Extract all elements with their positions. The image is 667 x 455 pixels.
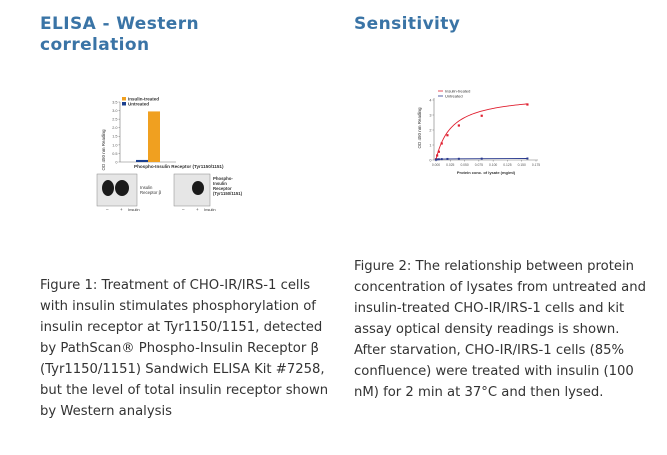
sensitivity-heading: Sensitivity [354,14,461,34]
line-y-tick-label: 2 [429,128,431,132]
untreated-point [457,157,460,160]
line-x-tick-label: 0.100 [489,163,497,167]
blot-band [192,181,204,195]
blot-label-phospho-1: Phospho- [213,176,233,181]
untreated-point [446,157,449,160]
legend-swatch-insulin [122,97,126,101]
line-x-tick-label: 0.025 [446,163,454,167]
legend-swatch-untreated [122,102,126,106]
line-y-tick-label: 3 [429,113,431,117]
elisa-western-heading: ELISA - Western correlation [40,14,199,55]
legend-untreated-label: Untreated [445,94,463,99]
western-blot-right [173,173,211,207]
blot-label-phospho-2: Insulin [213,181,227,186]
untreated-point [437,158,440,161]
untreated-point [480,157,483,160]
bar-y-axis-label: OD 450 nm Reading [101,129,106,171]
bar-insulin-treated [148,111,160,162]
elisa-bar-figure: OD 450 nm Reading 0 0.5 1.0 1.5 2.0 2.5 3.0 3.5… [96,96,243,212]
bar-y-tick-label: 0 [115,160,117,164]
insulin-treated-point [526,103,529,106]
blot-label-receptor-2: Receptor β [140,190,162,195]
legend-label-insulin: Insulin-treated [128,96,159,101]
bar-y-tick-label: 3.0 [112,109,117,113]
bar-y-tick-label: 0.5 [112,152,117,156]
line-y-tick-label: 1 [429,143,431,147]
line-x-tick-label: 0.075 [475,163,483,167]
bar-y-tick-label: 2.5 [112,118,117,122]
series-untreated-points [435,157,529,161]
blot-label-phospho-4: (Tyr1150/1151) [213,191,243,196]
line-x-tick-label: 0.125 [503,163,511,167]
lane-minus-left: – [106,207,109,212]
line-x-tick-label: 0.000 [432,163,440,167]
line-y-tick-label: 4 [429,98,431,102]
series-insulin-treated-line [435,103,528,160]
bar-y-ticks: 0 0.5 1.0 1.5 2.0 2.5 3.0 3.5 [112,100,120,164]
blot-label-phospho-3: Receptor [213,186,232,191]
untreated-point [526,157,529,160]
insulin-treated-point [446,134,449,137]
bar-y-tick-label: 1.5 [112,135,117,139]
line-x-ticks: 0.000 0.025 0.050 0.075 0.100 0.125 0.150 0.175 [432,160,540,167]
line-x-tick-label: 0.050 [460,163,468,167]
insulin-treated-point [480,114,483,117]
untreated-point [436,158,439,161]
insulin-treated-point [436,154,439,157]
line-x-tick-label: 0.150 [518,163,526,167]
bar-untreated [136,159,148,162]
blot-label-receptor: Insulin [140,185,153,190]
line-x-axis-label: Protein conc. of lysate (mg/ml) [457,170,516,175]
lane-minus-right: – [182,207,185,212]
untreated-point [440,158,443,161]
lane-plus-right: + [196,207,199,212]
lane-plus-left: + [120,207,123,212]
line-y-axis-label: OD 450 nm Reading [417,107,422,149]
insulin-treated-point [440,142,443,145]
line-x-tick-label: 0.175 [532,163,540,167]
bar-y-tick-label: 2.0 [112,126,117,130]
bar-x-axis-label: Phospho-Insulin Receptor (Tyr1150/1151) [134,164,224,169]
lane-label-right: Insulin [204,207,216,212]
line-y-ticks: 0 1 2 3 4 [429,98,434,162]
series-insulin-treated-points [434,103,529,161]
line-y-tick-label: 0 [429,158,431,162]
insulin-treated-point [437,150,440,153]
lane-label-left: Insulin [128,207,140,212]
bar-y-tick-label: 1.0 [112,143,117,147]
bar-y-tick-label: 3.5 [112,100,117,104]
figure-2-caption: Figure 2: The relationship between prote… [354,259,646,400]
untreated-point [435,158,437,161]
blot-band [102,180,114,196]
blot-band [115,180,129,196]
legend-insulin-label: Insulin-treated [445,89,470,94]
insulin-treated-point [457,124,460,127]
figure-1-caption: Figure 1: Treatment of CHO-IR/IRS-1 cell… [40,278,329,419]
legend-label-untreated: Untreated [128,101,149,106]
